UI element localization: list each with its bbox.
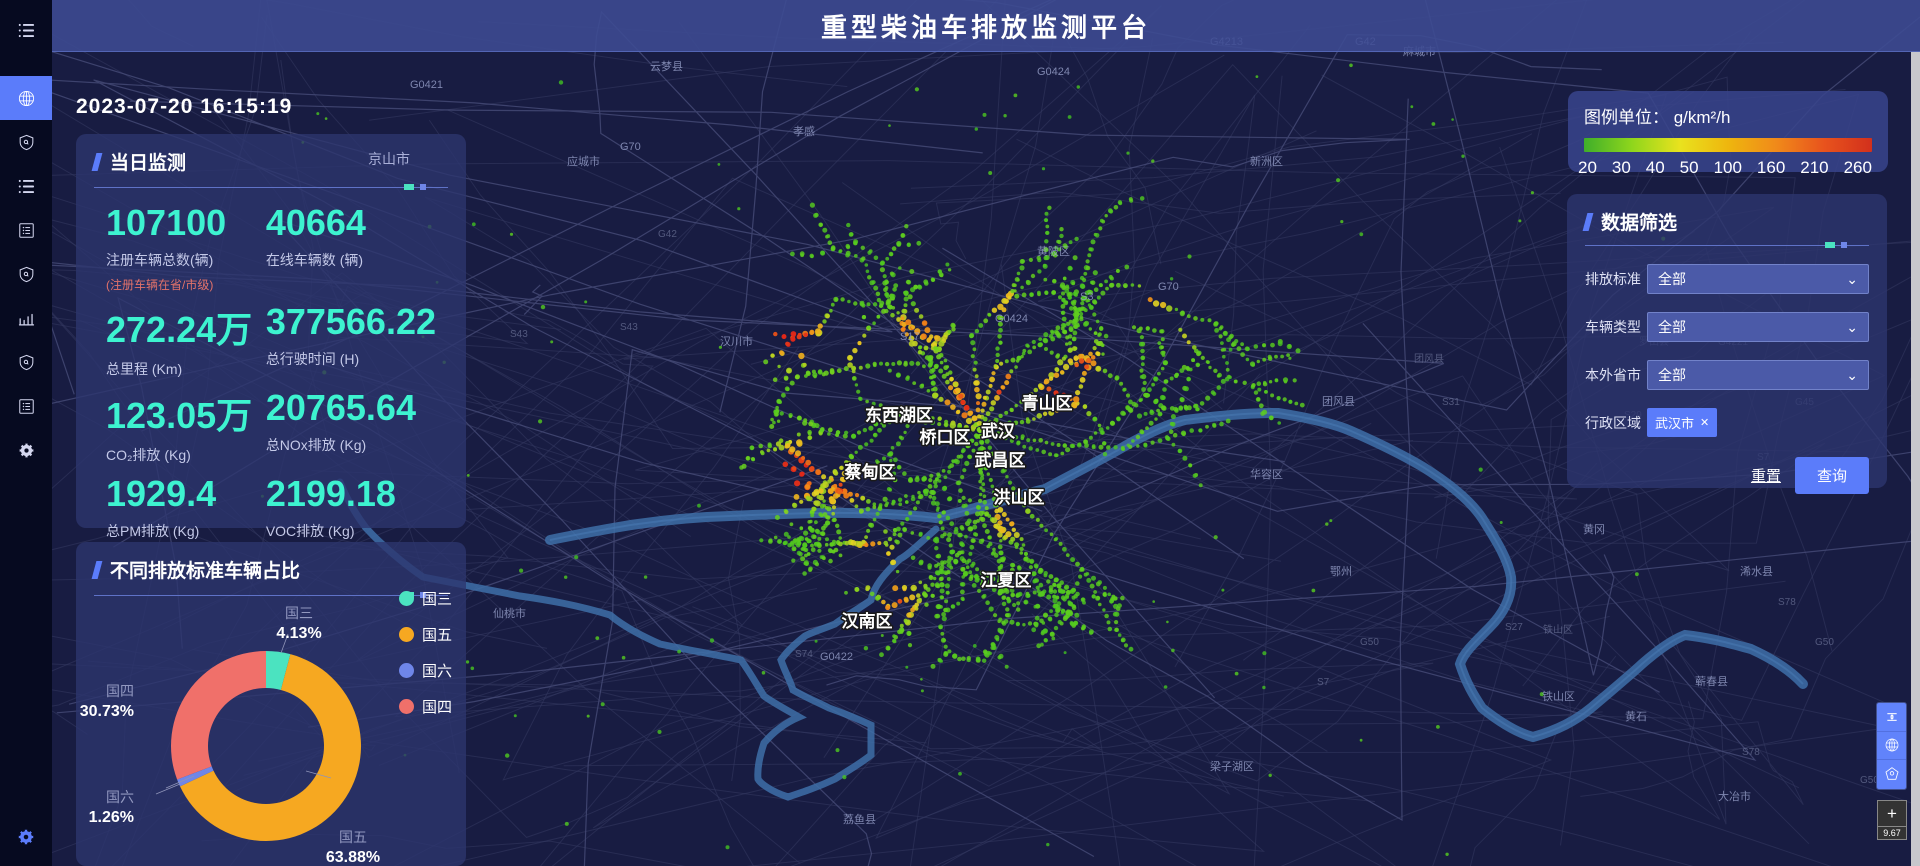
svg-text:青山区: 青山区 [1022,393,1073,413]
svg-text:G42: G42 [658,229,677,240]
svg-text:S78: S78 [1742,747,1760,758]
svg-text:鄂州: 鄂州 [1330,565,1352,578]
svg-text:蕲春县: 蕲春县 [1695,675,1728,688]
svg-text:云梦县: 云梦县 [650,60,683,73]
svg-text:荔鱼县: 荔鱼县 [843,812,876,826]
svg-text:S3: S3 [1080,291,1093,303]
svg-text:应城市: 应城市 [567,154,600,168]
svg-text:洪山区: 洪山区 [994,487,1045,507]
svg-text:孝感: 孝感 [793,125,815,138]
svg-text:铁山区: 铁山区 [1543,623,1573,636]
svg-text:江夏区: 江夏区 [981,571,1032,590]
svg-text:汉南区: 汉南区 [842,611,893,631]
svg-text:梁子湖区: 梁子湖区 [1210,759,1254,773]
svg-text:蔡甸区: 蔡甸区 [844,462,896,482]
svg-text:铁山区: 铁山区 [1542,690,1575,703]
svg-text:S78: S78 [1778,597,1796,608]
svg-text:G0422: G0422 [820,651,853,663]
svg-text:武汉: 武汉 [981,421,1016,441]
svg-text:黄陂区: 黄陂区 [1037,244,1070,258]
svg-text:G0424: G0424 [995,313,1028,325]
svg-text:浠水县: 浠水县 [1740,564,1773,578]
svg-text:汉川市: 汉川市 [720,334,753,348]
svg-text:东西湖区: 东西湖区 [865,405,933,425]
svg-text:大冶市: 大冶市 [1718,789,1751,803]
svg-text:桥口区: 桥口区 [920,428,971,447]
svg-text:武昌区: 武昌区 [975,450,1026,470]
svg-text:团风县: 团风县 [1322,395,1355,408]
svg-text:G70: G70 [620,141,641,153]
svg-text:黄石: 黄石 [1625,709,1647,723]
svg-text:S43: S43 [620,322,638,333]
svg-text:仙桃市: 仙桃市 [493,606,526,620]
svg-text:黄冈: 黄冈 [1583,522,1605,536]
svg-text:G0424: G0424 [1037,66,1070,78]
svg-text:团风县: 团风县 [1414,353,1444,365]
svg-text:华容区: 华容区 [1250,467,1283,481]
svg-text:新洲区: 新洲区 [1250,154,1283,168]
svg-text:G0421: G0421 [410,79,443,91]
svg-text:G50: G50 [1360,637,1379,648]
svg-text:S43: S43 [510,329,528,340]
svg-text:S27: S27 [1505,622,1523,633]
svg-text:G50: G50 [1815,637,1834,648]
svg-text:S7: S7 [1317,677,1330,688]
svg-text:G70: G70 [1158,281,1179,293]
svg-text:S31: S31 [1442,397,1460,408]
svg-text:S17: S17 [900,331,920,343]
svg-text:S74: S74 [795,649,813,660]
